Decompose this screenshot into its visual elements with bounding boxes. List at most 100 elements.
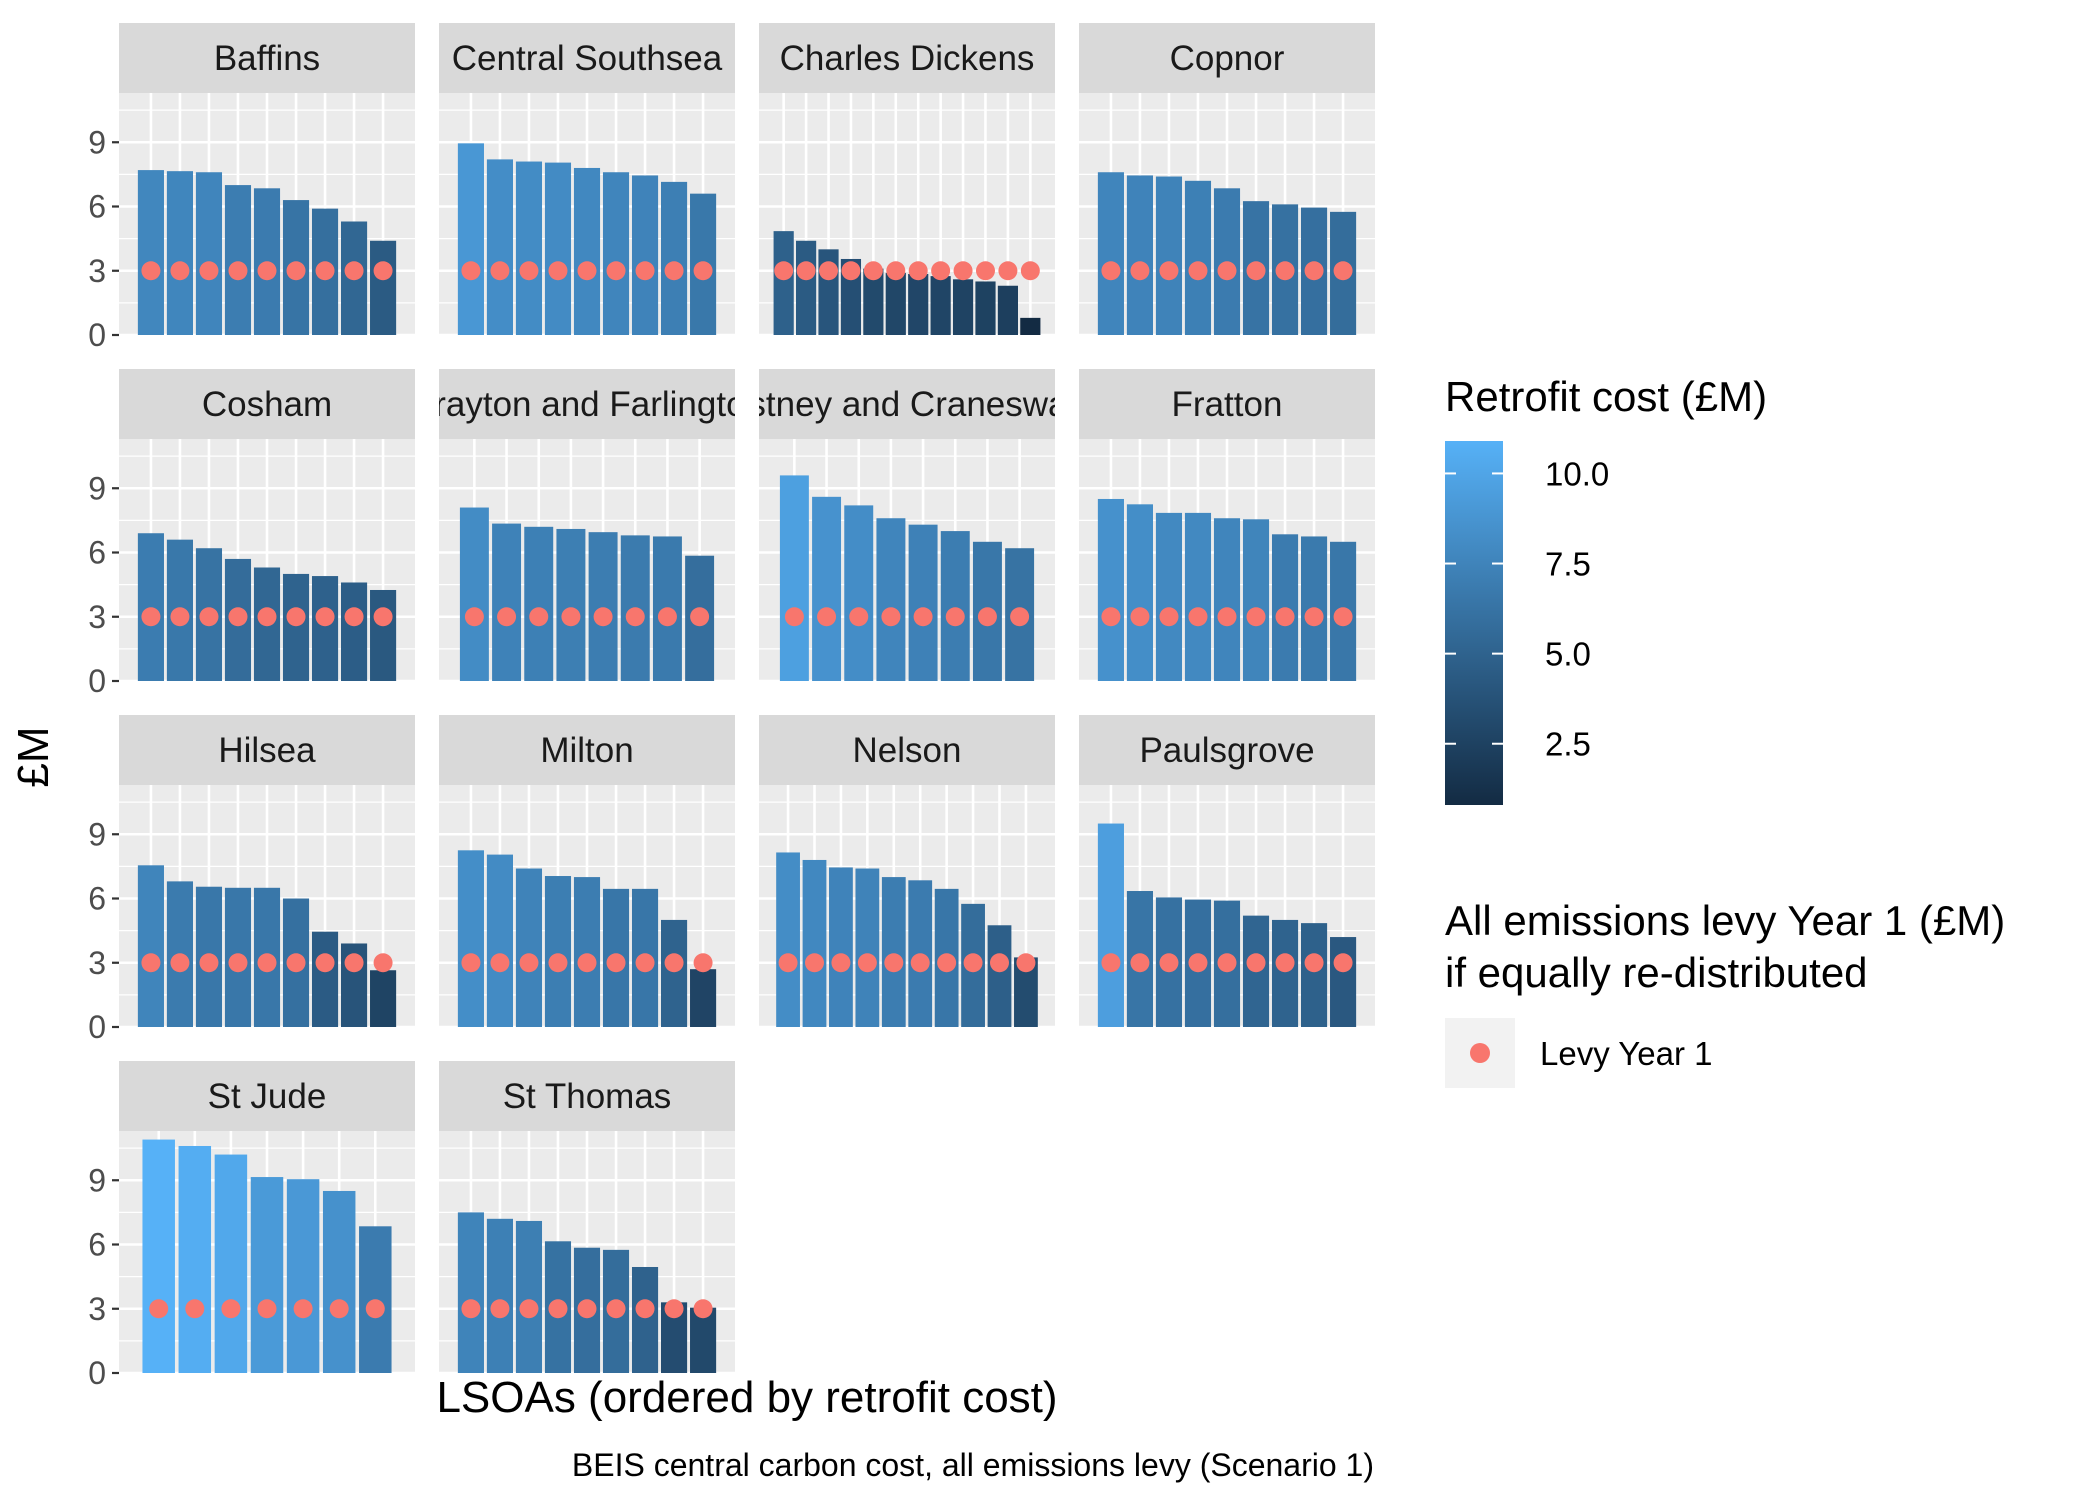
bar: [908, 524, 938, 681]
levy-point: [548, 1299, 568, 1319]
levy-point: [490, 261, 510, 281]
levy-point: [577, 953, 597, 973]
facet-panel: Fratton: [1079, 369, 1375, 683]
bar: [1242, 519, 1270, 681]
levy-point: [199, 261, 219, 281]
levy-point: [975, 261, 995, 281]
levy-point: [657, 607, 677, 627]
levy-point: [286, 953, 306, 973]
levy-point: [329, 1299, 349, 1319]
levy-point: [170, 607, 190, 627]
levy-point: [1130, 261, 1150, 281]
bar: [457, 143, 484, 335]
bar: [987, 925, 1012, 1027]
facet-strip: [759, 23, 1055, 93]
bar: [1097, 823, 1124, 1027]
levy-point: [606, 953, 626, 973]
bar: [881, 877, 906, 1027]
bar: [370, 970, 397, 1027]
bar: [1213, 518, 1241, 681]
facet-strip-label: Eastney and Craneswater: [706, 385, 1109, 424]
facet-panel: Hilsea 0 3 6 9: [88, 715, 415, 1045]
levy-point: [561, 607, 581, 627]
facet-strip: [1079, 23, 1375, 93]
facet-strip: [119, 23, 415, 93]
levy-point: [977, 607, 997, 627]
bar: [556, 528, 586, 681]
levy-point: [577, 261, 597, 281]
bar: [311, 576, 339, 681]
levy-point: [1101, 261, 1121, 281]
bar: [588, 532, 618, 681]
levy-point: [913, 607, 933, 627]
levy-point: [990, 953, 1009, 973]
bar: [486, 159, 513, 335]
levy-point: [910, 953, 930, 973]
levy-point: [519, 1299, 539, 1319]
bar: [137, 533, 164, 681]
levy-point: [1016, 953, 1036, 973]
bar: [573, 167, 601, 335]
levy-point: [664, 953, 684, 973]
y-axis-title: £M: [9, 726, 58, 787]
y-tick-label: 3: [88, 599, 106, 635]
bar: [844, 505, 874, 681]
bar: [829, 867, 853, 1027]
bar: [1126, 175, 1153, 335]
levy-point: [774, 261, 794, 281]
bar: [1014, 957, 1038, 1027]
levy-point: [625, 607, 645, 627]
levy-point: [606, 1299, 626, 1319]
levy-point: [1304, 261, 1324, 281]
levy-point: [1188, 607, 1208, 627]
facet-panel: Nelson: [759, 715, 1055, 1029]
facet-panel: Paulsgrove: [1079, 715, 1375, 1029]
bar: [166, 171, 193, 335]
y-tick-label: 6: [88, 881, 106, 917]
bar: [908, 273, 929, 335]
levy-point: [635, 1299, 655, 1319]
bar: [1155, 176, 1183, 335]
levy-point: [344, 261, 364, 281]
levy-point: [373, 953, 393, 973]
levy-point: [519, 953, 539, 973]
facet-panel: Baffins 0 3 6 9: [88, 23, 415, 353]
levy-point: [286, 261, 306, 281]
levy-point: [228, 261, 248, 281]
levy-point: [461, 1299, 481, 1319]
levy-point: [548, 953, 568, 973]
levy-point: [461, 261, 481, 281]
facet-strip-label: Milton: [540, 731, 633, 770]
bar: [515, 1220, 543, 1373]
facet-panel: Milton: [439, 715, 735, 1029]
facet-panel: Cosham 0 3 6 9: [88, 369, 415, 699]
y-tick-label: 3: [88, 253, 106, 289]
levy-point: [931, 261, 951, 281]
facet-strip: [119, 1061, 415, 1131]
bar: [282, 573, 310, 681]
levy-point: [170, 953, 190, 973]
levy-point: [548, 261, 568, 281]
facet-strip: [439, 23, 735, 93]
bar: [1097, 498, 1124, 681]
levy-point: [141, 953, 161, 973]
levy-point: [1159, 953, 1179, 973]
levy-point: [519, 261, 539, 281]
levy-point: [635, 953, 655, 973]
facet-strip-label: Drayton and Farlington: [409, 385, 765, 424]
bar: [690, 969, 717, 1027]
levy-point: [490, 953, 510, 973]
bar: [631, 1266, 659, 1373]
levy-point: [1217, 607, 1237, 627]
levy-point: [228, 607, 248, 627]
bar: [370, 589, 397, 681]
fill-legend-colorbar: [1445, 441, 1503, 805]
levy-point: [373, 607, 393, 627]
facet-strip-label: Fratton: [1172, 385, 1283, 424]
levy-point: [963, 953, 983, 973]
facet-strip: [119, 369, 415, 439]
bar: [602, 172, 630, 335]
bar: [224, 185, 252, 335]
facet-panel: Central Southsea: [439, 23, 735, 337]
facet-strip-label: St Thomas: [503, 1077, 672, 1116]
